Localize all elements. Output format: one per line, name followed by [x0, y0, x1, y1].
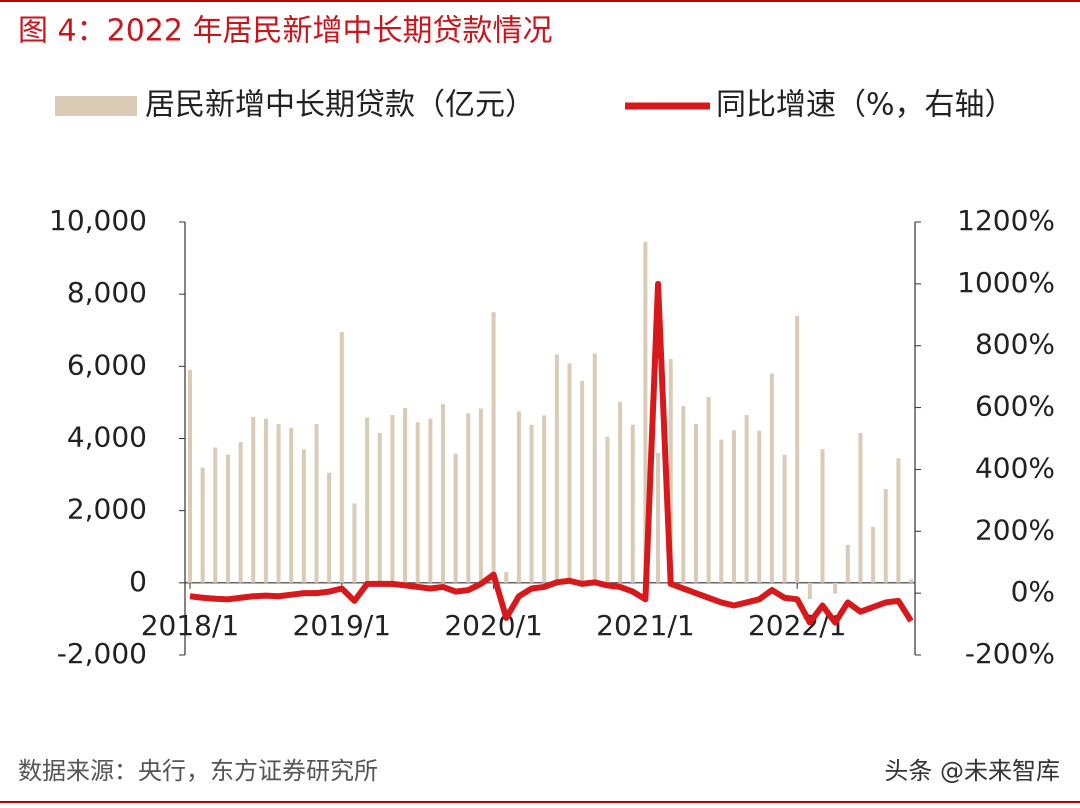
- bar: [820, 449, 825, 583]
- bar: [681, 406, 686, 583]
- y-tick-label: 4,000: [67, 421, 147, 454]
- chart-title: 图 4：2022 年居民新增中长期贷款情况: [18, 14, 553, 49]
- y2-tick-label: 200%: [975, 513, 1055, 546]
- y2-tick-label: 600%: [975, 390, 1055, 423]
- bar: [377, 433, 382, 583]
- legend-swatch: [55, 96, 137, 116]
- bar: [769, 373, 774, 583]
- bar: [833, 582, 838, 594]
- y-tick-label: 10,000: [49, 204, 147, 237]
- bar: [200, 467, 205, 583]
- y-tick-label: 0: [129, 565, 147, 598]
- bar: [845, 544, 850, 583]
- source-note: 数据来源：央行，东方证券研究所: [18, 757, 378, 785]
- bar: [516, 411, 521, 583]
- bar: [466, 413, 471, 583]
- bar: [858, 433, 863, 583]
- bar: [580, 380, 585, 583]
- bar: [390, 415, 395, 583]
- legend-label: 同比增速（%，右轴）: [716, 88, 1015, 123]
- bar: [643, 241, 648, 583]
- bar: [757, 430, 762, 583]
- y2-tick-label: 800%: [975, 328, 1055, 361]
- bar: [276, 424, 281, 583]
- y-tick-label: 8,000: [67, 276, 147, 309]
- bar: [656, 452, 661, 583]
- bar: [478, 408, 483, 583]
- bar: [504, 572, 509, 583]
- bar: [630, 424, 635, 583]
- bar: [668, 359, 673, 583]
- y-tick-label: 6,000: [67, 348, 147, 381]
- bar: [238, 442, 243, 583]
- bar: [352, 503, 357, 583]
- bar: [428, 418, 433, 583]
- bar: [251, 416, 256, 583]
- bar: [339, 332, 344, 583]
- bar: [263, 418, 268, 583]
- bar: [529, 424, 534, 583]
- bar: [883, 489, 888, 583]
- bar: [795, 315, 800, 583]
- x-tick-label: 2019/1: [293, 609, 392, 642]
- bar: [441, 404, 445, 583]
- x-tick-label: 2018/1: [141, 609, 240, 642]
- watermark: 头条 @未来智库: [884, 757, 1060, 785]
- bar: [706, 397, 711, 583]
- bar: [744, 415, 749, 583]
- bar: [592, 353, 597, 583]
- bar: [327, 472, 332, 583]
- bar: [896, 458, 901, 583]
- bar: [694, 424, 698, 583]
- y2-tick-label: 400%: [975, 451, 1055, 484]
- y2-tick-label: 1200%: [957, 204, 1055, 237]
- bar: [188, 369, 192, 583]
- y2-tick-label: -200%: [965, 637, 1055, 670]
- bar: [403, 407, 408, 583]
- line-series: [189, 280, 914, 626]
- bar: [909, 579, 914, 583]
- bar: [225, 454, 230, 583]
- bar: [567, 363, 572, 583]
- y2-tick-label: 0%: [1011, 575, 1055, 608]
- x-tick-label: 2020/1: [444, 609, 543, 642]
- bar: [605, 436, 610, 583]
- bar: [453, 453, 458, 583]
- bar: [289, 427, 294, 583]
- y-tick-label: -2,000: [57, 637, 147, 670]
- bar: [542, 415, 547, 583]
- bar: [213, 447, 218, 583]
- bar: [782, 454, 787, 583]
- legend-label: 居民新增中长期贷款（亿元）: [145, 88, 535, 123]
- bar: [719, 439, 724, 583]
- y2-tick-label: 1000%: [957, 266, 1055, 299]
- bar: [871, 526, 876, 583]
- bar: [365, 417, 370, 583]
- x-tick-label: 2021/1: [596, 609, 695, 642]
- bar: [731, 430, 736, 583]
- bar: [314, 424, 319, 583]
- y-tick-label: 2,000: [67, 493, 147, 526]
- bar: [554, 354, 559, 583]
- bar: [618, 401, 623, 583]
- bar: [807, 582, 812, 600]
- bar: [415, 422, 420, 583]
- bar: [491, 312, 496, 583]
- bar: [301, 449, 306, 583]
